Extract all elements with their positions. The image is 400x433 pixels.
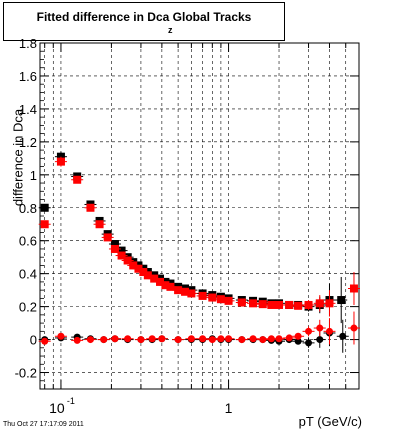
data-point bbox=[337, 296, 346, 305]
data-point bbox=[73, 175, 82, 184]
data-point bbox=[325, 299, 334, 308]
y-tick-label: 1.8 bbox=[19, 36, 37, 51]
data-point bbox=[285, 300, 294, 309]
data-point bbox=[143, 271, 152, 280]
data-point bbox=[166, 282, 175, 291]
data-point bbox=[198, 291, 207, 300]
x-tick-label: 1 bbox=[225, 400, 233, 416]
data-point bbox=[249, 335, 257, 343]
data-point bbox=[339, 332, 347, 340]
y-tick-label: 1 bbox=[30, 168, 37, 183]
data-point bbox=[199, 335, 207, 343]
y-tick-label: 1.2 bbox=[19, 135, 37, 150]
data-point bbox=[117, 251, 126, 260]
data-point bbox=[129, 261, 138, 270]
y-tick-label: 1.4 bbox=[19, 102, 37, 117]
data-point bbox=[181, 287, 190, 296]
data-point bbox=[249, 299, 258, 308]
data-point bbox=[304, 300, 313, 309]
data-point bbox=[208, 293, 217, 302]
series-1 bbox=[38, 156, 360, 317]
x-tick-label-exponent: -1 bbox=[67, 396, 75, 406]
data-point bbox=[117, 246, 126, 255]
data-point bbox=[156, 277, 165, 286]
tick-labels: -0.2 0 0.2 0.4 0.6 0.8 1 1.2 1.4 1.6 1.8 10 -1 1 bbox=[15, 36, 233, 416]
data-point bbox=[174, 336, 182, 344]
data-point bbox=[148, 335, 156, 343]
x-tick-label: 10 bbox=[49, 400, 65, 416]
data-point bbox=[349, 284, 358, 293]
data-point bbox=[110, 240, 119, 249]
data-point bbox=[187, 335, 195, 343]
y-tick-label: 0 bbox=[30, 333, 37, 348]
data-point bbox=[95, 220, 104, 229]
data-point bbox=[111, 335, 119, 343]
y-tick-label: -0.2 bbox=[15, 366, 37, 381]
data-point bbox=[56, 157, 65, 166]
data-point bbox=[73, 336, 81, 344]
data-point bbox=[40, 203, 49, 212]
data-point bbox=[124, 335, 132, 343]
data-point bbox=[217, 335, 225, 343]
timestamp-footer: Thu Oct 27 17:17:09 2011 bbox=[3, 421, 84, 428]
data-point bbox=[294, 337, 302, 345]
axis-ticks bbox=[40, 42, 360, 390]
series-3 bbox=[38, 311, 360, 345]
data-point bbox=[285, 334, 293, 342]
data-point bbox=[123, 256, 132, 265]
data-point bbox=[216, 295, 225, 304]
y-tick-label: 0.2 bbox=[19, 300, 37, 315]
data-point bbox=[134, 264, 143, 273]
data-point bbox=[86, 336, 94, 344]
data-point bbox=[187, 289, 196, 298]
data-point bbox=[161, 281, 170, 290]
data-point bbox=[225, 335, 233, 343]
data-point bbox=[103, 233, 112, 242]
data-point bbox=[208, 336, 216, 344]
data-point bbox=[259, 336, 267, 344]
data-point bbox=[316, 336, 324, 344]
data-point bbox=[275, 335, 283, 343]
y-tick-label: 1.6 bbox=[19, 69, 37, 84]
data-point bbox=[110, 244, 119, 253]
data-point bbox=[86, 203, 95, 212]
data-point bbox=[158, 335, 166, 343]
data-point bbox=[325, 327, 333, 335]
data-point bbox=[305, 339, 313, 347]
data-point bbox=[137, 336, 145, 344]
y-tick-label: 0.4 bbox=[19, 267, 37, 282]
y-tick-label: 0.8 bbox=[19, 201, 37, 216]
data-point bbox=[224, 296, 233, 305]
data-point bbox=[237, 298, 246, 307]
title-subscript: z bbox=[168, 25, 173, 35]
title-box: Fitted difference in Dca Global Tracks z bbox=[3, 2, 285, 41]
data-marks bbox=[38, 151, 360, 353]
data-point bbox=[150, 274, 159, 283]
data-point bbox=[315, 299, 324, 308]
data-point bbox=[275, 300, 284, 309]
x-axis-label: pT (GeV/c) bbox=[298, 414, 362, 429]
data-point bbox=[100, 336, 108, 344]
data-point bbox=[238, 336, 246, 344]
data-point bbox=[294, 332, 302, 340]
y-tick-label: 0.6 bbox=[19, 234, 37, 249]
data-point bbox=[267, 300, 276, 309]
data-point bbox=[41, 337, 49, 345]
chart-title: Fitted difference in Dca Global Tracks bbox=[36, 10, 252, 24]
data-point bbox=[57, 332, 65, 340]
data-point bbox=[258, 300, 267, 309]
data-point bbox=[294, 301, 303, 310]
data-point bbox=[174, 286, 183, 295]
data-point bbox=[316, 324, 324, 332]
data-point bbox=[139, 268, 148, 277]
data-point bbox=[267, 335, 275, 343]
data-point bbox=[350, 324, 358, 332]
data-point bbox=[305, 327, 313, 335]
data-point bbox=[40, 220, 49, 229]
